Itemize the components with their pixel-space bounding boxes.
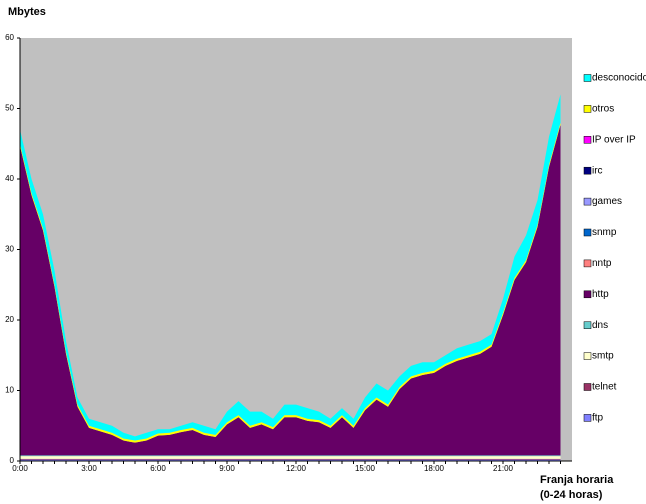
legend-label: games	[592, 196, 622, 207]
y-tick-label: 30	[5, 245, 14, 254]
legend-swatch	[583, 321, 592, 329]
legend-swatch	[583, 197, 592, 206]
x-axis-label: (0-24 horas)	[540, 489, 603, 501]
x-tick-label: 6:00	[150, 464, 166, 473]
legend-label: dns	[592, 320, 608, 331]
legend-label: desconocido	[592, 73, 646, 84]
area	[20, 124, 561, 456]
legend-swatch	[583, 383, 592, 391]
legend-label: irc	[592, 165, 603, 176]
legend-swatch	[583, 136, 592, 144]
legend-swatch	[583, 352, 592, 360]
legend-label: snmp	[592, 227, 617, 238]
legend-label: otros	[592, 104, 614, 115]
legend-label: IP over IP	[592, 134, 636, 145]
y-tick-label: 50	[5, 104, 14, 113]
legend-swatch	[583, 166, 592, 175]
x-tick-label: 0:00	[12, 464, 28, 473]
x-tick-label: 3:00	[81, 464, 97, 473]
y-tick-label: 40	[5, 174, 14, 183]
legend-swatch	[583, 105, 592, 113]
y-tick-label: 0	[10, 456, 15, 465]
legend-label: nntp	[592, 258, 612, 269]
legend-swatch	[583, 228, 592, 237]
x-tick-label: 21:00	[493, 464, 514, 473]
legend-swatch	[583, 74, 592, 82]
legend-label: telnet	[592, 382, 617, 393]
legend-swatch	[583, 290, 592, 299]
x-tick-label: 12:00	[286, 464, 307, 473]
area	[20, 456, 561, 459]
x-tick-label: 18:00	[424, 464, 445, 473]
legend-label: ftp	[592, 413, 604, 424]
area	[20, 458, 561, 460]
legend-label: http	[592, 289, 609, 300]
y-axis-label: Mbytes	[8, 6, 46, 18]
y-tick-label: 60	[5, 33, 14, 42]
area	[20, 455, 561, 457]
y-tick-label: 20	[5, 315, 14, 324]
x-tick-label: 9:00	[219, 464, 235, 473]
legend-swatch	[583, 259, 592, 268]
legend-swatch	[583, 414, 592, 422]
legend-label: smtp	[592, 351, 614, 362]
x-axis-label: Franja horaria	[540, 474, 614, 486]
x-tick-label: 15:00	[355, 464, 376, 473]
y-tick-label: 10	[5, 386, 14, 395]
